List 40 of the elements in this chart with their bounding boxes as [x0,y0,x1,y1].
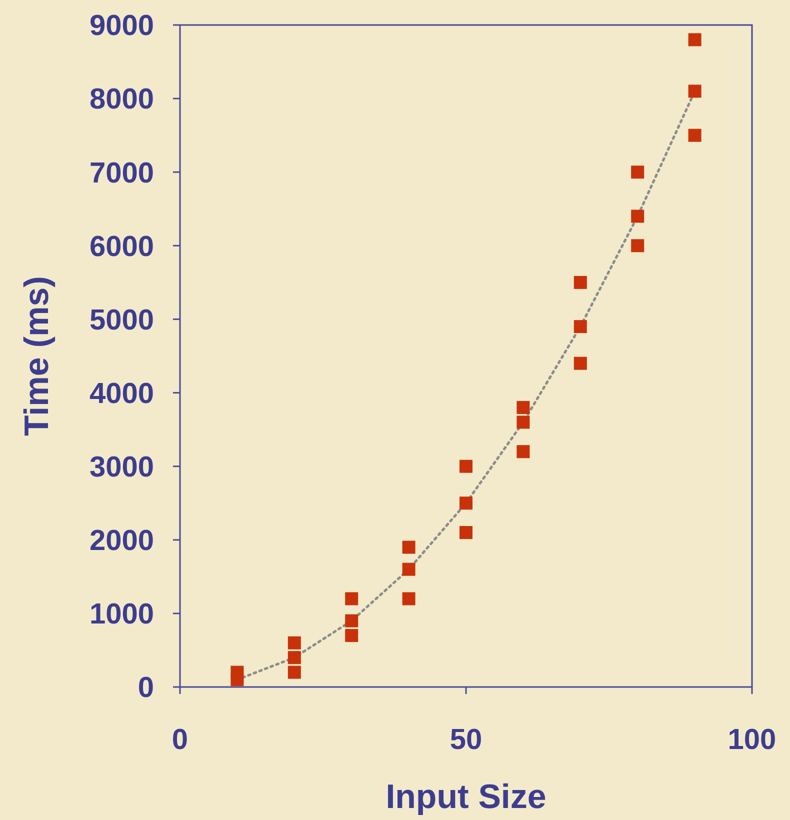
x-tick-label: 0 [172,724,188,756]
point [460,460,472,473]
point [516,416,530,429]
y-tick-label: 8000 [89,84,154,116]
point [631,239,644,252]
point [288,651,301,664]
point [688,128,702,142]
point [402,592,416,606]
y-tick-label: 4000 [89,378,154,410]
point [516,445,530,458]
point [631,166,644,179]
point [460,496,472,510]
point [574,320,587,334]
point [460,526,472,540]
point [288,666,301,679]
point [230,673,244,686]
y-axis-title: Time (ms) [18,276,56,436]
point [402,540,416,554]
point [516,400,530,414]
x-axis-title: Input Size [386,778,546,816]
point [402,562,416,576]
point [688,33,702,46]
y-tick-label: 9000 [89,10,154,42]
y-tick-label: 3000 [89,451,154,484]
y-tick-label: 7000 [89,157,154,190]
point [574,276,587,289]
point [288,636,301,650]
point [345,629,358,642]
point [345,592,358,606]
point [574,356,587,370]
x-tick-label: 50 [450,724,482,756]
y-tick-label: 2000 [89,525,154,558]
y-tick-label: 0 [138,672,154,704]
x-tick-label: 100 [728,724,776,756]
y-tick-label: 5000 [89,304,154,336]
y-tick-label: 1000 [89,598,154,631]
point [688,84,702,98]
point [345,614,358,628]
point [631,210,644,223]
y-tick-label: 6000 [89,230,154,263]
